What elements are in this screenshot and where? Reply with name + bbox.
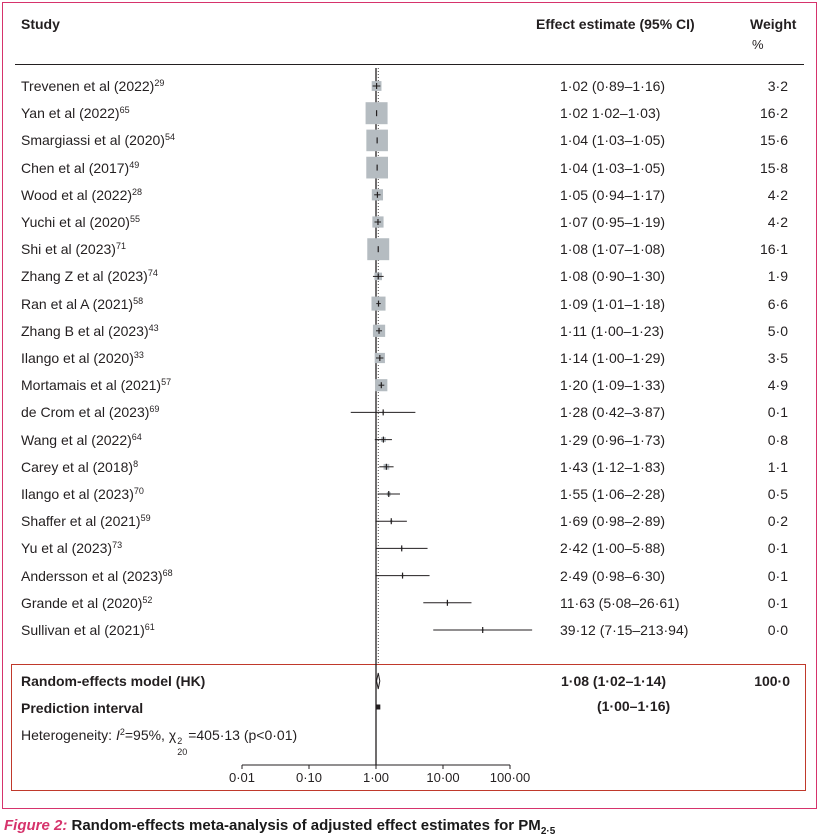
study-name: Zhang B et al (2023)43: [21, 322, 159, 339]
study-name: Wang et al (2022)64: [21, 431, 142, 448]
study-name: Ilango et al (2023)70: [21, 486, 144, 502]
x-axis-tick-label: 10·00: [426, 770, 459, 785]
study-name: Wood et al (2022)28: [21, 186, 143, 203]
study-effect-estimate: 2·42 (1·00–5·88): [560, 540, 666, 557]
study-weight: 15·8: [759, 159, 788, 176]
study-name: Mortamais et al (2021)57: [21, 377, 172, 394]
study-weight: 4·9: [767, 377, 788, 394]
study-effect-estimate: 1·14 (1·00–1·29): [560, 350, 666, 366]
study-effect-estimate: 1·07 (0·95–1·19): [560, 214, 666, 230]
summary-box: [11, 664, 806, 791]
study-name: Sullivan et al (2021)61: [21, 622, 155, 638]
study-effect-estimate: 1·02 1·02–1·03): [560, 105, 661, 122]
x-axis-tick-label: 1·00: [363, 770, 389, 785]
x-axis-tick-label: 0·01: [229, 770, 255, 785]
study-weight: 4·2: [767, 186, 788, 203]
study-name: Ran et al A (2021)58: [21, 295, 144, 312]
prediction-label: Prediction interval: [21, 700, 144, 716]
study-effect-estimate: 1·43 (1·12–1·83): [560, 458, 666, 475]
study-effect-estimate: 1·11 (1·00–1·23): [560, 322, 665, 339]
study-weight: 1·1: [767, 458, 788, 475]
study-weight: 0·0: [767, 622, 788, 638]
figure-caption: Figure 2: Random-effects meta-analysis o…: [4, 817, 555, 837]
header-study: Study: [21, 16, 60, 32]
prediction-interval: (1·00–1·16): [597, 698, 671, 714]
study-weight: 0·1: [767, 540, 788, 557]
caption-text: Random-effects meta-analysis of adjusted…: [67, 817, 541, 834]
header-weight: Weight: [750, 16, 797, 32]
pooled-estimate: 1·08 (1·02–1·14): [561, 673, 667, 689]
study-name: Andersson et al (2023)68: [21, 567, 173, 584]
study-effect-estimate: 1·05 (0·94–1·17): [560, 186, 666, 203]
pooled-label: Random-effects model (HK): [21, 673, 206, 689]
study-weight: 0·1: [767, 594, 788, 611]
study-weight: 3·2: [767, 78, 788, 94]
header-weight-unit: %: [752, 37, 764, 52]
study-effect-estimate: 1·29 (0·96–1·73): [560, 431, 666, 448]
study-effect-estimate: 39·12 (7·15–213·94): [560, 622, 689, 638]
study-effect-estimate: 1·69 (0·98–2·89): [560, 513, 666, 530]
study-effect-estimate: 1·08 (0·90–1·30): [560, 268, 666, 285]
study-weight: 4·2: [767, 214, 788, 230]
study-name: Shi et al (2023)71: [21, 241, 126, 258]
pooled-estimate-diamond: [376, 672, 381, 690]
study-effect-estimate: 1·04 (1·03–1·05): [560, 159, 666, 176]
study-weight: 0·2: [767, 513, 788, 530]
study-effect-estimate: 11·63 (5·08–26·61): [560, 594, 680, 611]
x-axis-tick-label: 100·00: [490, 770, 530, 785]
study-name: Carey et al (2018)8: [21, 458, 139, 475]
study-effect-estimate: 1·08 (1·07–1·08): [560, 241, 666, 258]
study-name: Yuchi et al (2020)55: [21, 214, 140, 230]
study-effect-estimate: 1·28 (0·42–3·87): [560, 404, 666, 421]
header-rule: [15, 64, 804, 65]
caption-subscript: 2·5: [540, 826, 556, 837]
study-weight: 0·8: [767, 431, 788, 448]
study-effect-estimate: 1·20 (1·09–1·33): [560, 377, 666, 394]
study-weight: 5·0: [767, 322, 788, 339]
study-name: de Crom et al (2023)69: [21, 404, 160, 421]
prediction-interval-bar: [376, 704, 381, 710]
study-name: Yu et al (2023)73: [21, 540, 123, 557]
study-name: Smargiassi et al (2020)54: [21, 132, 175, 149]
study-name: Ilango et al (2020)33: [21, 350, 144, 366]
header-effect-estimate: Effect estimate (95% CI): [536, 16, 695, 32]
study-weight: 0·1: [767, 404, 788, 421]
study-weight: 15·6: [759, 132, 788, 149]
study-name: Shaffer et al (2021)59: [21, 513, 151, 530]
study-effect-estimate: 1·04 (1·03–1·05): [560, 132, 666, 149]
x-axis-tick-label: 0·10: [296, 770, 322, 785]
study-weight: 16·1: [759, 241, 788, 258]
study-weight: 0·5: [767, 486, 788, 502]
study-weight: 1·9: [767, 268, 788, 285]
study-name: Trevenen et al (2022)29: [21, 78, 165, 94]
study-effect-estimate: 2·49 (0·98–6·30): [560, 567, 666, 584]
study-effect-estimate: 1·09 (1·01–1·18): [560, 295, 666, 312]
heterogeneity-text: Heterogeneity: I2=95%, χ 2 20 =405·13 (p<0·…: [21, 727, 298, 757]
study-weight: 3·5: [767, 350, 788, 366]
study-name: Grande et al (2020)52: [21, 594, 153, 611]
study-weight: 0·1: [767, 567, 788, 584]
figure-label: Figure 2:: [4, 817, 68, 834]
study-name: Chen et al (2017)49: [21, 159, 140, 176]
study-effect-estimate: 1·55 (1·06–2·28): [560, 486, 666, 502]
study-name: Yan et al (2022)65: [21, 105, 130, 122]
study-name: Zhang Z et al (2023)74: [21, 268, 158, 285]
pooled-weight: 100·0: [754, 673, 790, 689]
study-weight: 16·2: [759, 105, 788, 122]
study-weight: 6·6: [767, 295, 788, 312]
study-effect-estimate: 1·02 (0·89–1·16): [560, 78, 666, 94]
figure-frame: [2, 2, 817, 809]
